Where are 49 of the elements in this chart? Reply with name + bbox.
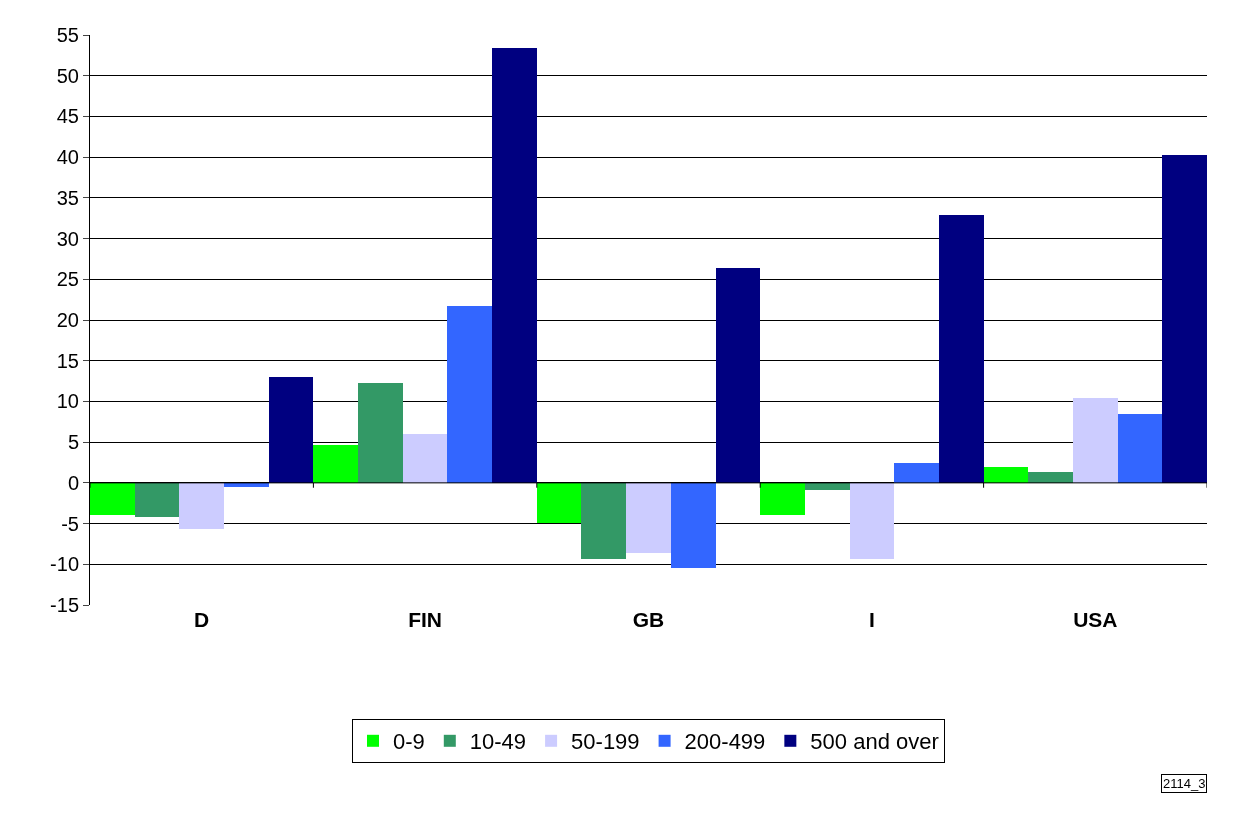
y-tick-label: -15 — [50, 594, 79, 616]
bar — [626, 483, 671, 553]
bar — [358, 383, 403, 483]
y-tick-label: 25 — [56, 268, 79, 291]
bar — [1073, 398, 1118, 483]
bar — [1118, 414, 1162, 483]
y-tick-label: 5 — [67, 431, 79, 454]
bar — [716, 268, 760, 483]
x-tick-label: I — [868, 608, 875, 631]
bar — [1028, 472, 1073, 483]
y-tick-label: 40 — [56, 146, 79, 169]
legend-label: 200-499 — [684, 729, 766, 755]
y-tick-label: 20 — [56, 309, 79, 331]
bar — [939, 215, 984, 483]
bar — [1162, 155, 1207, 483]
legend-label: 10-49 — [469, 729, 527, 755]
bar — [90, 483, 135, 515]
x-tick-label: FIN — [408, 608, 443, 631]
y-tick-label: 35 — [56, 186, 79, 209]
bar — [313, 445, 358, 483]
bar — [850, 483, 894, 559]
y-tick-label: -10 — [50, 553, 79, 576]
y-tick-label: 55 — [56, 24, 79, 46]
bar — [671, 483, 716, 568]
text: 2114_3 — [1163, 776, 1206, 791]
legend-label: 50-199 — [571, 729, 640, 755]
y-tick-label: 45 — [56, 105, 79, 128]
bar — [760, 483, 805, 515]
bar — [179, 483, 224, 529]
y-tick-label: 10 — [56, 390, 79, 413]
x-tick-label: GB — [632, 608, 665, 631]
x-tick-label: USA — [1073, 608, 1118, 631]
bar — [135, 483, 179, 517]
bar — [403, 434, 447, 483]
bar — [537, 483, 581, 523]
legend-label: 500 and over — [810, 729, 939, 755]
y-tick-label: 15 — [56, 349, 79, 372]
bar — [984, 467, 1028, 483]
bar — [447, 306, 492, 483]
legend-label: 0-9 — [393, 729, 425, 755]
y-tick-label: -5 — [61, 512, 79, 535]
y-tick-label: 50 — [56, 64, 79, 87]
y-tick-label: 30 — [56, 227, 79, 250]
bar — [269, 377, 313, 483]
y-tick-label: 0 — [67, 471, 79, 494]
bar — [492, 48, 537, 483]
x-tick-label: D — [194, 608, 210, 631]
bar — [581, 483, 626, 559]
bar — [894, 463, 939, 483]
